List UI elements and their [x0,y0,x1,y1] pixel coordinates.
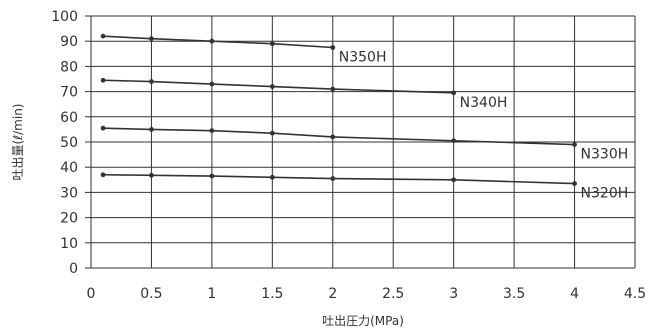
data-point [209,128,215,134]
data-point [209,38,215,44]
data-point [269,84,275,89]
data-point [100,172,106,178]
x-tick-label: 1.5 [261,286,283,302]
y-tick-label: 90 [60,34,78,50]
y-tick-label: 0 [69,261,78,277]
data-point [572,181,577,186]
x-tick-label: 3.5 [503,286,525,302]
data-point [100,77,106,83]
data-point [572,142,577,147]
series-line-n320h [103,173,575,185]
y-tick-label: 70 [60,85,78,101]
y-tick-label: 50 [60,135,78,151]
x-tick-label: 2.5 [382,286,404,302]
data-point [149,36,154,42]
y-tick-label: 60 [60,110,78,126]
x-axis-title: 吐出圧力(MPa) [322,314,404,328]
series-label-n340h: N340H [460,95,508,111]
series-line-n350h [103,35,333,49]
data-point [330,45,336,50]
data-point [451,90,457,96]
series-layer: N350H N340H N330H N320H [100,33,629,202]
data-point [330,134,336,140]
series-label-n330h: N330H [581,147,629,163]
data-point [100,125,106,131]
x-tick-label: 0 [87,286,96,302]
data-point [451,138,457,144]
y-axis-title: 吐出量(ℓ/min) [11,104,25,181]
data-point [269,174,275,180]
x-tick-label: 3 [449,286,458,302]
series-label-n350h: N350H [339,50,387,66]
y-tick-label: 10 [60,236,78,252]
series-line-n340h [103,79,454,94]
data-point [330,86,336,92]
data-point [209,173,215,179]
x-tick-label: 2 [328,286,337,302]
series-n320h: N320H [100,172,629,202]
series-n330h: N330H [100,125,629,163]
data-point [149,172,154,178]
series-n350h: N350H [100,33,387,66]
series-n340h: N340H [100,77,508,111]
y-tick-label: 100 [51,9,78,25]
data-point [269,130,275,136]
y-axis-ticks: 0 10 20 30 40 50 60 70 80 90 100 [51,9,78,277]
x-tick-label: 0.5 [140,286,162,302]
x-tick-label: 4.5 [624,286,646,302]
data-point [451,177,457,183]
x-tick-label: 1 [207,286,216,302]
y-tick-label: 80 [60,59,78,75]
data-point [149,79,154,84]
x-tick-label: 4 [570,286,579,302]
series-label-n320h: N320H [581,186,629,202]
y-tick-label: 30 [60,185,78,201]
data-point [149,126,154,132]
y-tick-label: 40 [60,160,78,176]
data-point [269,41,275,47]
y-tick-label: 20 [60,211,78,227]
data-point [209,81,215,87]
x-axis-ticks: 0 0.5 1 1.5 2 2.5 3 3.5 4 4.5 [87,286,647,302]
data-point [100,33,106,39]
data-point [330,176,336,181]
